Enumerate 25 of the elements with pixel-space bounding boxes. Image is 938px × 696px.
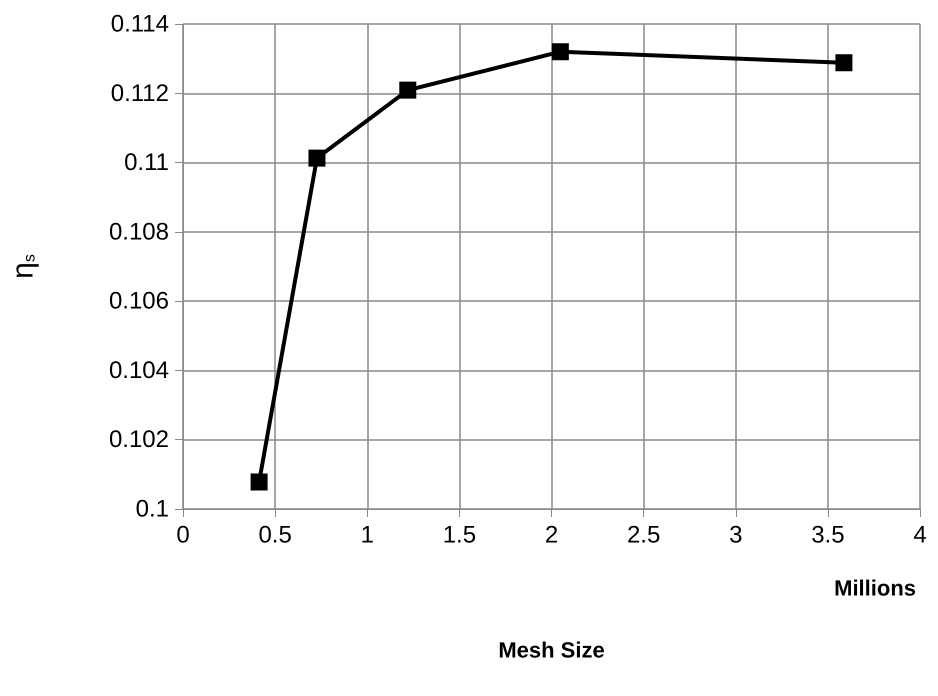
y-tick-label: 0.11 — [124, 149, 169, 176]
point — [250, 473, 268, 490]
y-tick-label: 0.106 — [108, 288, 169, 315]
y-tick-label: 0.112 — [110, 80, 169, 107]
x-tick-label: 2 — [544, 522, 558, 548]
point — [308, 150, 326, 167]
point — [552, 43, 569, 60]
x-tick-label: 1 — [360, 522, 374, 548]
text: Millions — [834, 576, 916, 600]
y-tick-label: 0.104 — [108, 356, 169, 384]
y-axis-title: ηs — [6, 254, 40, 279]
y-tick-label: 0.114 — [110, 10, 169, 38]
x-tick-label: 0 — [176, 522, 190, 548]
x-tick-label: 0.5 — [258, 522, 292, 548]
y-tick-label: 0.108 — [108, 218, 169, 246]
y-tick-label: 0.102 — [108, 426, 169, 454]
x-tick-label: 3 — [729, 522, 742, 548]
point — [835, 54, 852, 72]
x-tick-label: 4 — [913, 522, 927, 548]
x-axis-title: Mesh Size — [498, 638, 605, 662]
y-tick-label: 0.1 — [136, 496, 169, 522]
point — [399, 82, 416, 99]
x-tick-label: 3.5 — [811, 522, 845, 548]
x-tick-label: 1.5 — [442, 522, 476, 548]
x-tick-label: 2.5 — [626, 522, 660, 548]
